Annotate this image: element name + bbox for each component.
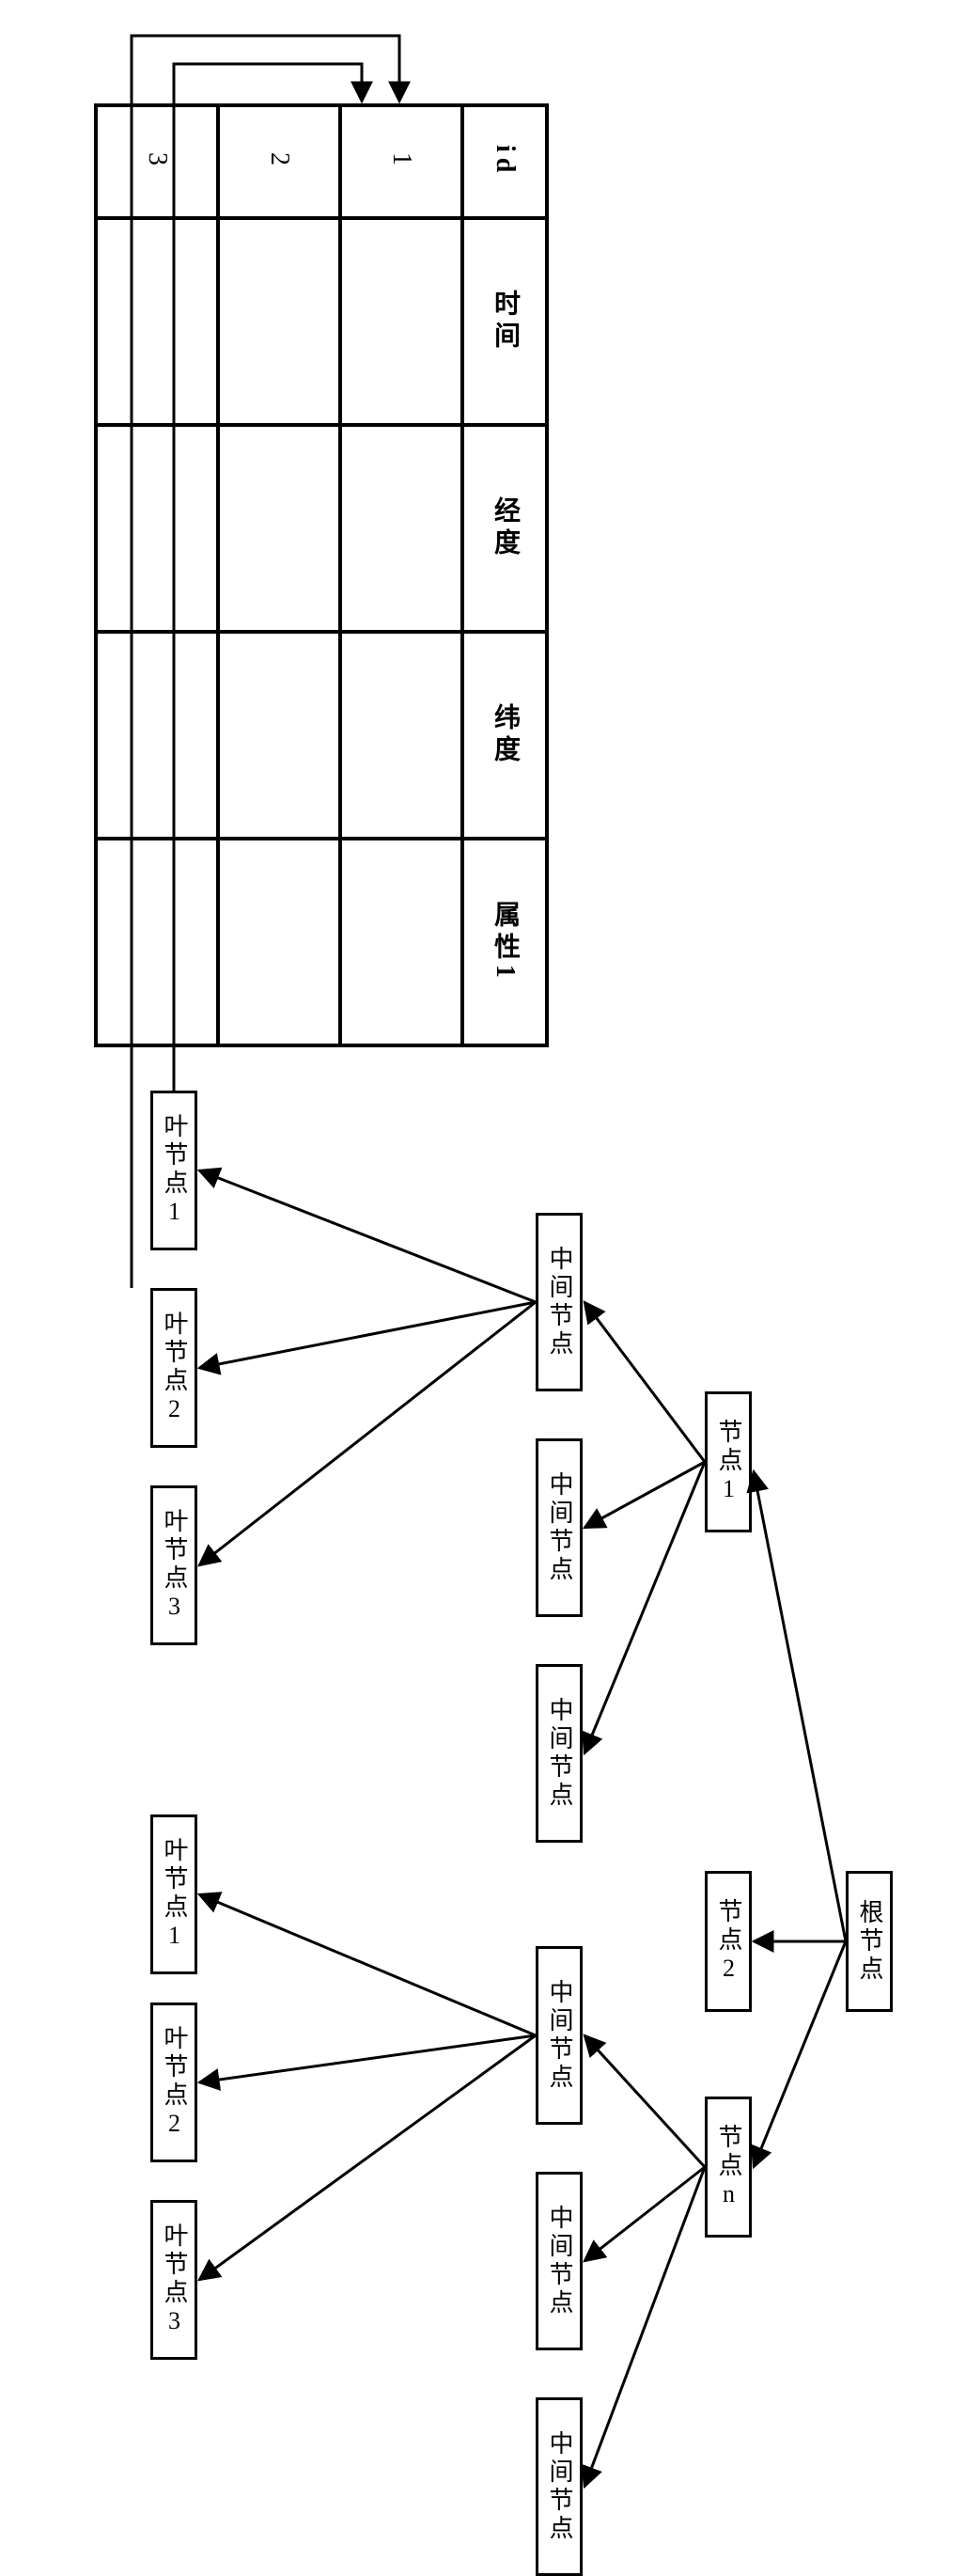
- mid-node: 中间节点: [536, 1946, 583, 2125]
- table-row: 1: [340, 105, 462, 1045]
- col-header-attr: 属性1: [462, 839, 547, 1045]
- mid-node: 中间节点: [536, 1664, 583, 1843]
- level1-node: 节点n: [705, 2097, 752, 2238]
- mid-node: 中间节点: [536, 2397, 583, 2576]
- level1-node: 节点2: [705, 1871, 752, 2012]
- col-header-id: id: [462, 105, 547, 218]
- leaf-node: 叶节点3: [150, 2200, 197, 2360]
- root-node: 根节点: [846, 1871, 893, 2012]
- col-header-time: 时间: [462, 218, 547, 425]
- leaf-node: 叶节点2: [150, 1288, 197, 1448]
- mid-node: 中间节点: [536, 1438, 583, 1617]
- mid-node: 中间节点: [536, 1213, 583, 1391]
- col-header-lat: 纬度: [462, 632, 547, 839]
- table-row: 3: [96, 105, 218, 1045]
- col-header-lon: 经度: [462, 425, 547, 632]
- diagram-canvas: id 时间 经度 纬度 属性1 1 2 3 根节点 节点1 节点2 节点n 中间…: [28, 28, 938, 2523]
- leaf-node: 叶节点2: [150, 2003, 197, 2162]
- leaf-node: 叶节点3: [150, 1485, 197, 1645]
- data-table: id 时间 经度 纬度 属性1 1 2 3: [94, 103, 549, 1047]
- leaf-node: 叶节点1: [150, 1091, 197, 1250]
- mid-node: 中间节点: [536, 2172, 583, 2350]
- leaf-node: 叶节点1: [150, 1814, 197, 1974]
- level1-node: 节点1: [705, 1391, 752, 1532]
- table-row: 2: [218, 105, 340, 1045]
